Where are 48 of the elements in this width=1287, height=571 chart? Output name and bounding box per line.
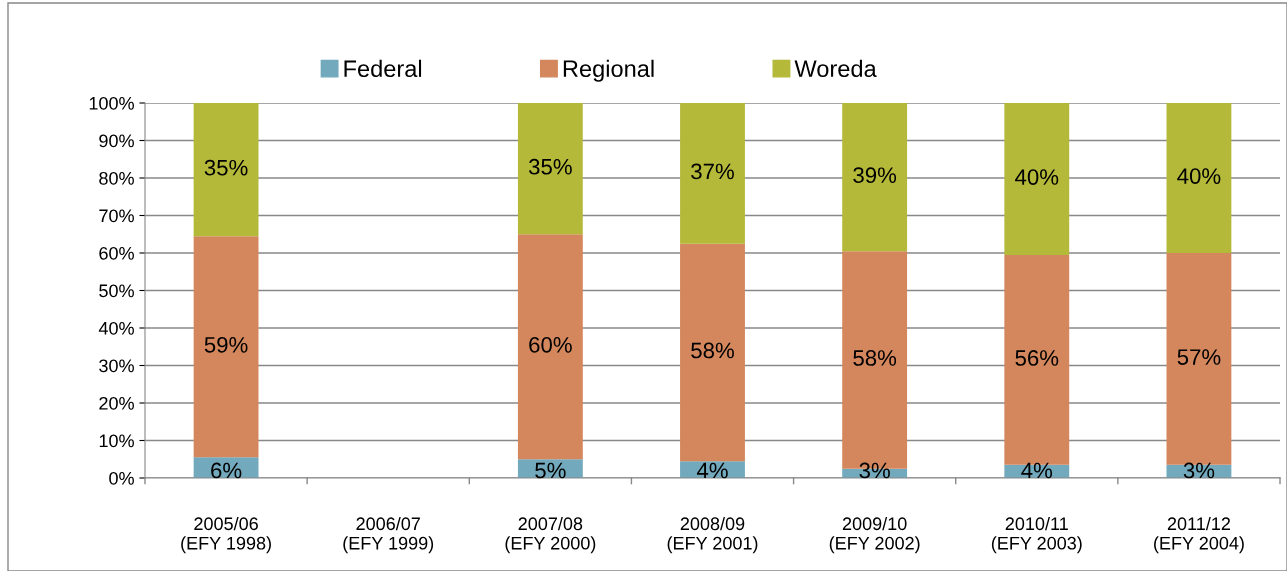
y-tick-label: 90% [99, 134, 134, 148]
bar [193, 236, 259, 458]
y-tick-label: 30% [99, 359, 134, 373]
data-label: 35% [204, 159, 248, 176]
x-tick-label: 2009/10 (EFY 2002) [829, 516, 920, 554]
data-label: 4% [1021, 462, 1053, 479]
y-tick-label: 70% [99, 209, 134, 223]
data-label: 35% [528, 158, 572, 175]
data-label: 56% [1015, 350, 1059, 366]
data-label: 3% [1183, 462, 1215, 479]
data-label: 58% [691, 342, 734, 359]
y-tick-label: 10% [99, 434, 134, 448]
data-label: 6% [211, 462, 242, 479]
y-tick-label: 40% [98, 321, 134, 335]
bar [680, 243, 745, 462]
data-label: 57% [1177, 349, 1221, 365]
x-tick-label: 2007/08 (EFY 2000) [505, 516, 596, 554]
legend-label: Woreda [794, 59, 877, 78]
y-tick-label: 80% [99, 171, 134, 185]
data-label: 40% [1177, 168, 1221, 184]
x-tick-label: 2006/07 (EFY 1999) [343, 516, 434, 554]
data-label: 59% [204, 336, 248, 353]
data-label: 39% [853, 167, 897, 184]
legend-label: Federal [344, 59, 422, 78]
data-label: 60% [529, 336, 572, 353]
legend-label: Regional [563, 59, 654, 82]
bar [517, 103, 583, 235]
x-tick-label: 2011/12 (EFY 2004) [1154, 516, 1244, 554]
bar [1004, 103, 1070, 255]
data-label: 58% [853, 350, 897, 366]
y-tick-label: 100% [89, 96, 134, 110]
bar [1166, 103, 1232, 253]
y-tick-label: 0% [109, 471, 134, 485]
y-tick-label: 50% [99, 284, 134, 298]
bar [842, 103, 908, 252]
bar [193, 103, 259, 237]
y-tick-label: 20% [99, 396, 134, 410]
data-label: 3% [859, 462, 890, 479]
bar [680, 103, 745, 244]
x-tick-label: 2005/06 (EFY 1998) [181, 516, 271, 554]
x-tick-label: 2008/09 (EFY 2001) [667, 516, 758, 554]
x-tick-label: 2010/11 (EFY 2003) [991, 516, 1082, 554]
bar [517, 234, 583, 460]
data-label: 4% [696, 462, 728, 479]
data-label: 37% [691, 163, 734, 180]
data-label: 5% [535, 462, 566, 479]
y-tick-label: 60% [99, 246, 134, 260]
data-label: 40% [1015, 169, 1059, 185]
